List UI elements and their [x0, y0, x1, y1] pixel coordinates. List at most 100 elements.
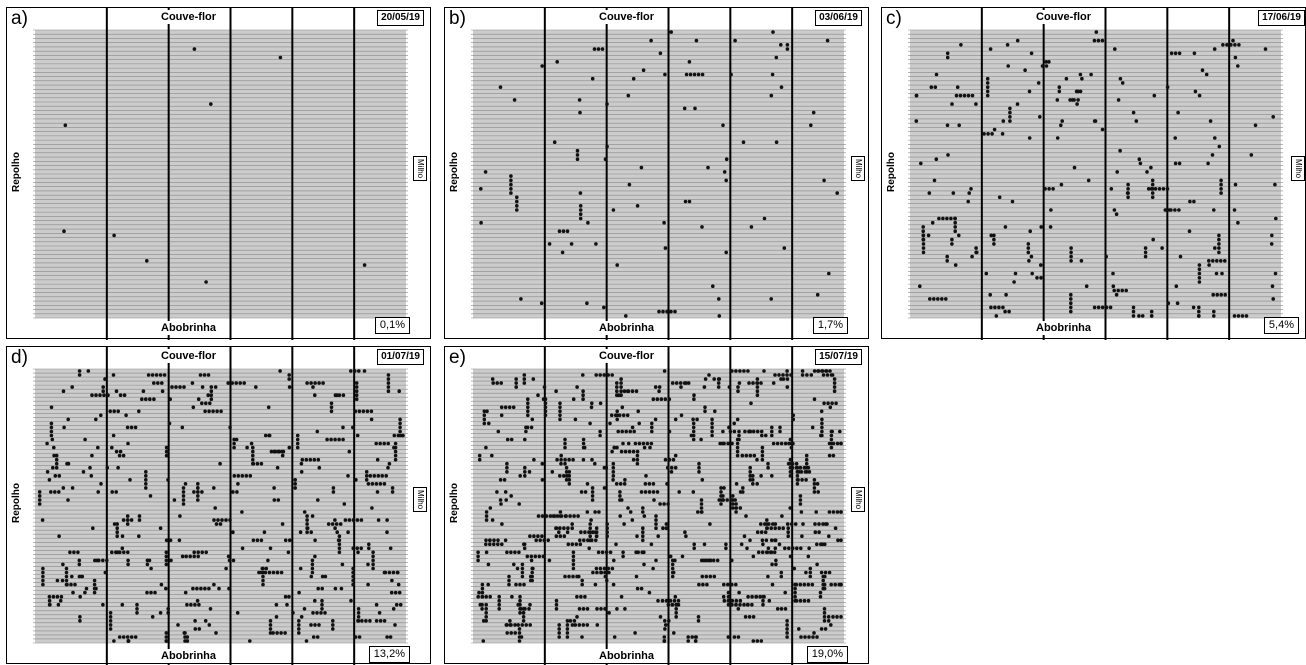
infestation-dot: [89, 474, 94, 478]
infestation-dot: [726, 582, 730, 587]
infestation-dot: [656, 598, 660, 603]
infestation-dot: [734, 369, 738, 373]
infestation-dot: [661, 309, 665, 314]
infestation-dot: [525, 554, 530, 559]
infestation-dot: [670, 570, 675, 575]
infestation-dot: [734, 482, 739, 486]
infestation-dot: [208, 401, 212, 406]
infestation-dot: [503, 405, 508, 410]
infestation-dot: [1051, 187, 1055, 191]
infestation-dot: [1114, 292, 1119, 297]
infestation-dot: [579, 594, 583, 599]
infestation-dot: [575, 157, 580, 161]
infestation-dot: [293, 482, 298, 486]
infestation-dot: [1100, 305, 1105, 310]
infestation-dot: [164, 449, 169, 454]
infestation-dot: [1096, 305, 1101, 310]
infestation-dot: [588, 522, 592, 526]
infestation-dot: [183, 639, 187, 643]
infestation-dot: [1232, 208, 1237, 212]
infestation-dot: [200, 490, 204, 494]
infestation-dot: [511, 405, 516, 410]
infestation-dot: [580, 578, 584, 583]
infestation-dot: [77, 373, 82, 377]
infestation-dot: [970, 93, 975, 98]
infestation-dot: [480, 586, 485, 591]
infestation-dot: [396, 570, 400, 575]
infestation-dot: [110, 490, 114, 494]
infestation-dot: [815, 542, 819, 547]
infestation-dot: [712, 377, 716, 381]
infestation-dot: [99, 413, 103, 418]
infestation-dot: [699, 498, 704, 502]
infestation-dot: [331, 490, 336, 494]
infestation-dot: [775, 441, 780, 446]
infestation-dot: [196, 486, 200, 490]
infestation-dot: [779, 607, 784, 611]
infestation-dot: [801, 522, 805, 526]
infestation-dot: [529, 558, 534, 563]
infestation-dot: [615, 381, 619, 385]
infestation-dot: [592, 47, 597, 51]
infestation-dot: [144, 470, 148, 474]
infestation-dot: [794, 582, 799, 587]
infestation-dot: [269, 449, 274, 454]
infestation-dot: [571, 457, 575, 462]
infestation-dot: [605, 578, 609, 583]
infestation-dot: [692, 72, 697, 77]
infestation-dot: [190, 381, 195, 385]
infestation-dot: [96, 445, 100, 450]
infestation-dot: [101, 602, 105, 607]
infestation-dot: [64, 582, 69, 587]
infestation-dot: [297, 623, 301, 627]
infestation-dot: [752, 453, 757, 458]
infestation-dot: [744, 514, 748, 518]
infestation-dot: [686, 381, 691, 385]
infestation-dot: [641, 441, 646, 446]
infestation-dot: [337, 542, 342, 547]
infestation-dot: [634, 574, 639, 579]
infestation-dot: [271, 631, 275, 635]
infestation-dot: [669, 465, 674, 470]
infestation-dot: [305, 522, 309, 526]
infestation-dot: [764, 433, 768, 438]
infestation-dot: [1269, 242, 1274, 246]
infestation-dot: [578, 538, 582, 543]
infestation-dot: [72, 550, 76, 555]
infestation-dot: [390, 486, 395, 490]
infestation-dot: [755, 457, 759, 462]
infestation-dot: [789, 522, 794, 526]
infestation-dot: [185, 602, 189, 607]
infestation-dot: [398, 421, 402, 426]
infestation-dot: [37, 494, 42, 498]
infestation-dot: [619, 385, 623, 389]
field-map-c: [908, 8, 1283, 340]
infestation-dot: [814, 510, 818, 514]
infestation-dot: [261, 582, 265, 587]
infestation-dot: [735, 453, 740, 458]
infestation-dot: [133, 425, 138, 430]
infestation-dot: [957, 233, 961, 238]
infestation-dot: [1055, 98, 1060, 102]
infestation-dot: [582, 538, 586, 543]
infestation-dot: [594, 534, 599, 538]
infestation-dot: [70, 574, 74, 579]
infestation-dot: [599, 607, 603, 611]
infestation-dot: [790, 461, 795, 466]
infestation-dot: [619, 449, 624, 454]
infestation-dot: [121, 453, 126, 458]
infestation-dot: [733, 38, 737, 43]
infestation-dot: [982, 132, 986, 136]
infestation-dot: [479, 220, 483, 225]
infestation-dot: [738, 598, 743, 603]
infestation-dot: [829, 582, 833, 587]
infestation-dot: [702, 558, 706, 563]
infestation-dot: [1078, 89, 1083, 94]
infestation-dot: [125, 425, 130, 430]
infestation-dot: [1027, 89, 1032, 94]
infestation-dot: [251, 449, 255, 454]
infestation-dot: [342, 502, 347, 506]
infestation-dot: [78, 615, 82, 619]
infestation-dot: [351, 546, 356, 551]
infestation-dot: [503, 490, 508, 494]
